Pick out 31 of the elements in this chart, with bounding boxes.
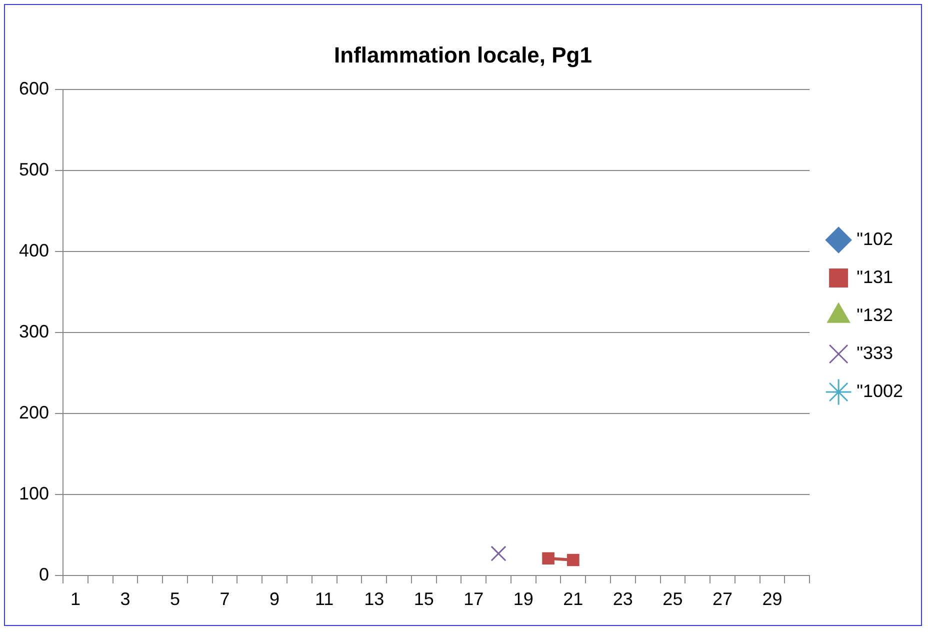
y-tick-label: 400 — [18, 240, 50, 260]
point — [542, 552, 554, 565]
point — [567, 554, 580, 566]
x-tick-label: 13 — [364, 589, 384, 610]
y-tick-label: 100 — [18, 483, 50, 504]
x-tick-label: 29 — [762, 589, 782, 610]
chart-title: Inflammation locale, Pg1 — [334, 42, 592, 68]
y-tick-label: 200 — [18, 402, 50, 422]
x-tick-label: 21 — [563, 589, 584, 610]
x-tick-label: 9 — [270, 589, 280, 610]
y-tick-label: 500 — [18, 159, 50, 180]
x-tick-label: 11 — [314, 589, 334, 610]
y-tick-label: 300 — [18, 321, 50, 342]
legend-label: "333 — [856, 342, 893, 363]
y-tick-label: 600 — [18, 78, 50, 98]
x-tick-label: 1 — [70, 589, 80, 610]
x-tick-label: 17 — [464, 589, 484, 610]
x-tick-label: 5 — [170, 589, 180, 610]
x-tick-label: 27 — [712, 589, 732, 610]
x-tick-label: 25 — [662, 589, 683, 610]
x-tick-label: 19 — [513, 589, 534, 610]
y-tick-label: 0 — [39, 564, 50, 584]
point — [490, 546, 506, 562]
x-tick-label: 7 — [220, 589, 230, 610]
x-tick-label: 3 — [120, 589, 130, 610]
x-tick-label: 15 — [414, 589, 434, 610]
legend-label: "1002 — [856, 380, 904, 401]
legend-label: "131 — [856, 266, 893, 287]
legend-label: "102 — [856, 228, 893, 249]
x-tick-label: 23 — [612, 589, 633, 610]
legend-label: "132 — [856, 304, 893, 325]
